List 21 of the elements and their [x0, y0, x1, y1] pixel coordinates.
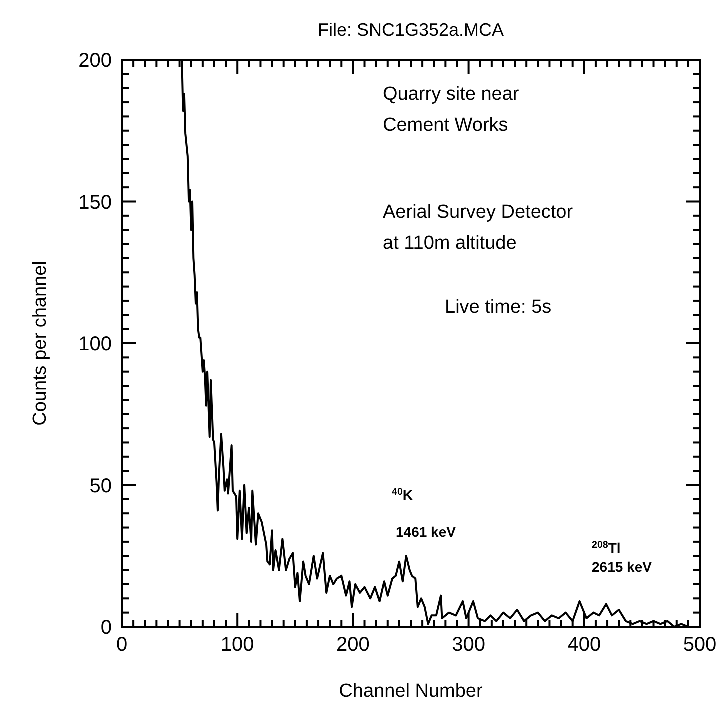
- y-tick-label: 50: [90, 475, 112, 498]
- chart-title: File: SNC1G352a.MCA: [318, 20, 504, 40]
- y-tick-label: 0: [100, 617, 112, 639]
- y-tick-label: 200: [78, 50, 112, 72]
- x-tick-label: 500: [683, 634, 717, 656]
- annotation: $^{208}$Tl: [592, 540, 621, 556]
- annotation: Live time: 5s: [445, 297, 552, 318]
- x-tick-label: 200: [336, 634, 370, 656]
- annotation: 1461 keV: [396, 524, 457, 540]
- y-tick-label: 150: [78, 192, 112, 214]
- x-tick-label: 400: [568, 634, 602, 656]
- x-axis-title: Channel Number: [339, 681, 484, 702]
- y-tick-label: 100: [78, 334, 112, 356]
- y-axis-title: Counts per channel: [30, 261, 51, 426]
- annotation: 2615 keV: [592, 559, 653, 575]
- annotation: Aerial Survey Detector at 110m altitude: [383, 202, 574, 254]
- annotation: Quarry site near Cement Works: [383, 84, 520, 136]
- x-tick-label: 100: [220, 634, 254, 656]
- x-tick-label: 0: [116, 634, 128, 656]
- annotation: $^{40}$K: [392, 486, 414, 503]
- x-tick-label: 300: [452, 634, 486, 656]
